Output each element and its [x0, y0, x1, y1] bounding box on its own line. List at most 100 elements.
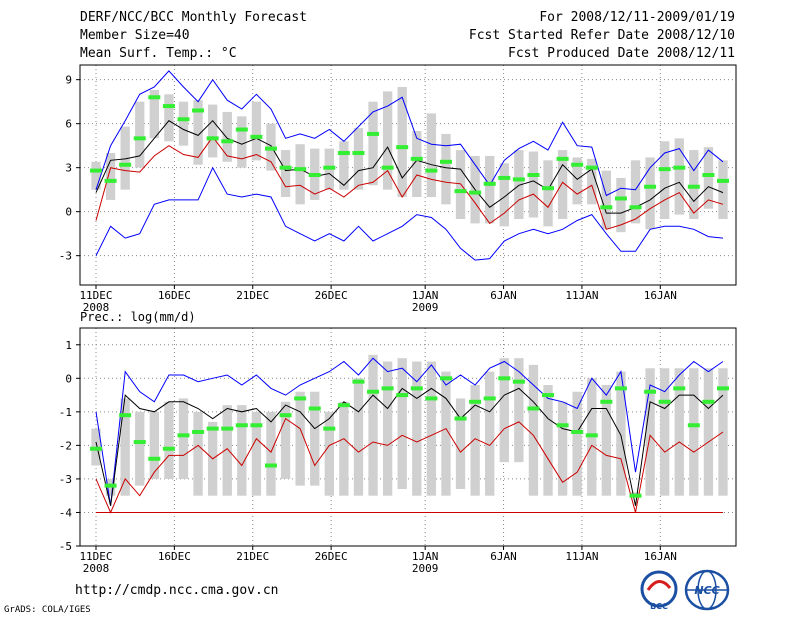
source-url[interactable]: http://cmdp.ncc.cma.gov.cn — [75, 583, 279, 598]
mean-marker-0-42 — [702, 173, 715, 177]
spread-box-0-40 — [674, 138, 684, 215]
spread-box-0-42 — [703, 147, 714, 209]
spread-box-0-8 — [207, 104, 218, 158]
mean-marker-1-33 — [571, 429, 584, 434]
ytick-label-1-4: -1 — [59, 406, 72, 419]
mean-marker-1-0 — [90, 446, 102, 451]
mean-marker-0-34 — [585, 165, 598, 170]
spread-box-1-17 — [339, 401, 349, 496]
mean-marker-1-9 — [221, 426, 234, 431]
spread-box-0-31 — [543, 160, 553, 227]
mean-marker-1-14 — [294, 396, 307, 401]
series-line-0-abs_min — [95, 166, 724, 261]
mean-marker-1-8 — [206, 426, 219, 431]
spread-box-0-17 — [339, 141, 349, 190]
precipitation-title: Prec.: log(mm/d) — [80, 310, 196, 324]
mean-marker-1-15 — [308, 406, 321, 411]
mean-marker-1-19 — [367, 389, 380, 394]
spread-box-1-13 — [280, 401, 291, 479]
mean-marker-0-13 — [279, 165, 292, 170]
header-line1-left: DERF/NCC/BCC Monthly Forecast — [80, 10, 307, 25]
spread-box-1-25 — [455, 398, 466, 489]
spread-box-0-38 — [645, 157, 655, 230]
spread-box-1-39 — [660, 368, 670, 496]
xtick-year-1-1: 2009 — [412, 562, 439, 575]
xtick-label-1-7: 16JAN — [644, 550, 677, 563]
mean-marker-0-28 — [498, 175, 511, 180]
spread-box-1-18 — [353, 378, 364, 496]
spread-box-0-10 — [237, 116, 247, 168]
mean-marker-1-29 — [512, 379, 525, 384]
bcc-logo-swirl — [646, 580, 672, 591]
mean-marker-0-25 — [454, 189, 467, 194]
mean-marker-0-12 — [264, 146, 277, 151]
spread-box-1-29 — [514, 358, 524, 463]
ytick-label-1-0: -5 — [59, 540, 72, 553]
spread-box-1-10 — [237, 405, 247, 496]
mean-marker-0-39 — [658, 167, 671, 172]
mean-marker-0-2 — [119, 162, 132, 167]
ytick-label-1-5: 0 — [65, 372, 72, 385]
spread-box-1-42 — [703, 368, 714, 496]
mean-marker-1-2 — [119, 413, 132, 418]
xtick-label-0-0: 11DEC — [79, 289, 112, 302]
spread-box-1-35 — [601, 385, 612, 496]
mean-marker-0-22 — [410, 156, 423, 161]
xtick-label-1-1: 16DEC — [158, 550, 191, 563]
mean-marker-1-4 — [148, 456, 161, 461]
mean-marker-1-7 — [192, 429, 205, 434]
mean-marker-1-13 — [279, 413, 292, 418]
spread-box-0-13 — [280, 150, 291, 197]
ytick-label-0-1: 0 — [65, 206, 72, 219]
ytick-label-1-6: 1 — [65, 339, 72, 352]
mean-marker-0-4 — [148, 95, 161, 100]
spread-box-1-38 — [645, 368, 655, 496]
spread-box-0-11 — [251, 101, 262, 161]
mean-marker-0-3 — [133, 136, 146, 141]
xtick-label-0-3: 26DEC — [315, 289, 348, 302]
mean-marker-0-17 — [337, 151, 350, 155]
spread-box-1-33 — [572, 391, 582, 496]
xtick-label-1-5: 6JAN — [490, 550, 517, 563]
ncc-logo-label: NCC — [694, 584, 719, 597]
mean-marker-1-42 — [702, 399, 715, 404]
mean-marker-1-35 — [600, 399, 613, 404]
xtick-label-0-1: 16DEC — [158, 289, 191, 302]
mean-marker-0-35 — [600, 205, 613, 210]
mean-marker-1-24 — [439, 376, 452, 381]
mean-marker-1-36 — [614, 386, 627, 391]
xtick-year-0-1: 2009 — [412, 301, 439, 314]
spread-box-1-28 — [499, 358, 509, 463]
mean-marker-0-5 — [162, 104, 175, 109]
spread-box-1-15 — [310, 391, 320, 486]
mean-marker-0-8 — [206, 136, 219, 141]
xtick-label-0-7: 16JAN — [644, 289, 677, 302]
xtick-label-1-6: 11JAN — [565, 550, 598, 563]
spread-box-1-23 — [426, 361, 437, 496]
spread-box-1-41 — [689, 368, 699, 496]
spread-box-0-0 — [91, 161, 101, 190]
spread-box-0-37 — [630, 160, 641, 224]
ytick-label-0-0: -3 — [59, 250, 72, 263]
spread-box-1-27 — [485, 371, 495, 496]
spread-box-1-26 — [470, 385, 480, 496]
spread-box-1-11 — [251, 411, 262, 496]
series-line-0-median — [95, 119, 724, 214]
mean-marker-1-28 — [498, 376, 511, 381]
spread-box-0-41 — [689, 150, 699, 219]
mean-marker-1-6 — [177, 433, 190, 438]
mean-marker-1-12 — [264, 463, 277, 468]
spread-box-1-14 — [295, 391, 305, 486]
spread-box-0-4 — [149, 89, 159, 139]
spread-box-1-32 — [557, 401, 568, 496]
spread-box-1-2 — [120, 398, 130, 496]
spread-box-0-36 — [616, 177, 626, 233]
ytick-label-1-3: -2 — [59, 439, 72, 452]
spread-box-1-9 — [222, 405, 232, 496]
spread-box-0-2 — [120, 126, 130, 190]
mean-marker-1-39 — [658, 399, 671, 404]
mean-marker-0-16 — [323, 165, 336, 170]
mean-marker-0-0 — [90, 168, 102, 173]
mean-marker-0-9 — [221, 139, 234, 144]
